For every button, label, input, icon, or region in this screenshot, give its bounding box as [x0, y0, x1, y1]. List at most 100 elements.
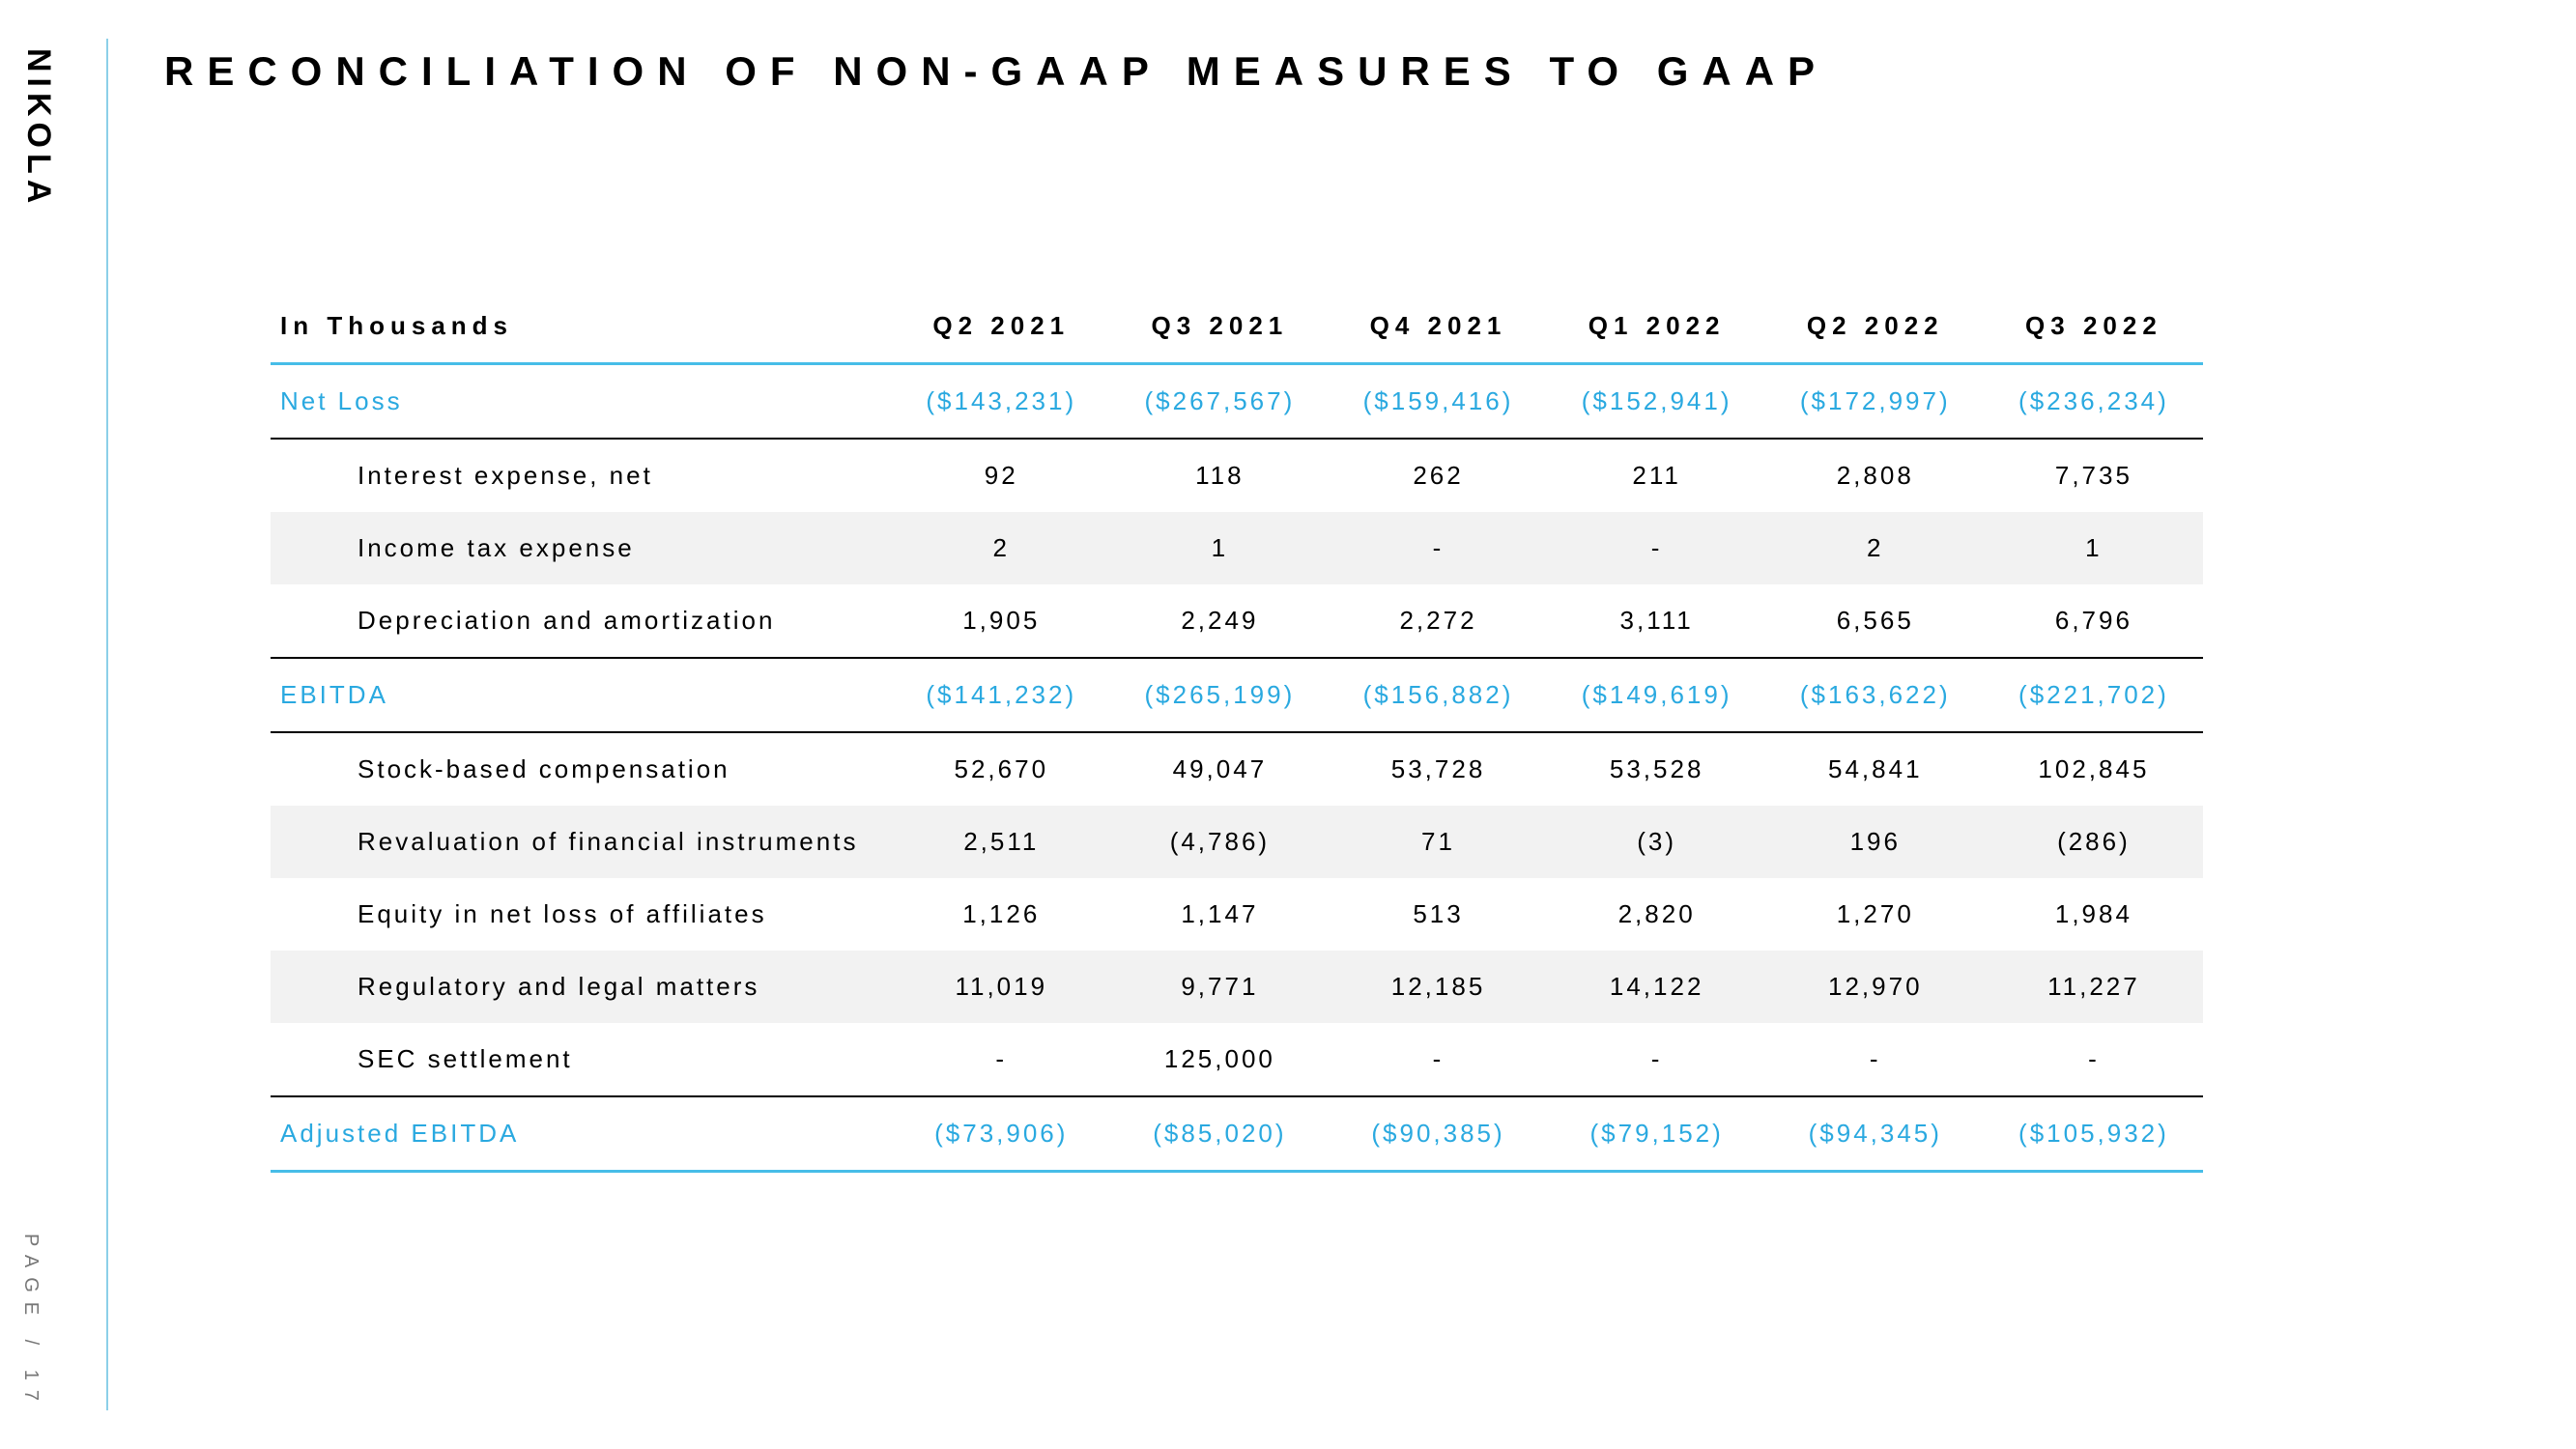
- cell: -: [1985, 1023, 2203, 1096]
- cell: 12,185: [1329, 951, 1547, 1023]
- cell: 7,735: [1985, 439, 2203, 512]
- page-number: PAGE / 17: [19, 1234, 42, 1410]
- row-label: Adjusted EBITDA: [271, 1096, 892, 1172]
- cell: 71: [1329, 806, 1547, 878]
- cell: 2: [892, 512, 1110, 584]
- cell: ($105,932): [1985, 1096, 2203, 1172]
- row-label: Revaluation of financial instruments: [271, 806, 892, 878]
- cell: 125,000: [1110, 1023, 1329, 1096]
- cell: 92: [892, 439, 1110, 512]
- cell: 11,019: [892, 951, 1110, 1023]
- cell: 1: [1985, 512, 2203, 584]
- cell: ($85,020): [1110, 1096, 1329, 1172]
- cell: -: [1766, 1023, 1985, 1096]
- cell: 9,771: [1110, 951, 1329, 1023]
- reconciliation-table: In Thousands Q2 2021 Q3 2021 Q4 2021 Q1 …: [271, 290, 2203, 1173]
- cell: 196: [1766, 806, 1985, 878]
- cell: 1: [1110, 512, 1329, 584]
- table-row: Interest expense, net921182622112,8087,7…: [271, 439, 2203, 512]
- row-label: Depreciation and amortization: [271, 584, 892, 658]
- vertical-rule: [106, 39, 108, 1410]
- table-row: Depreciation and amortization1,9052,2492…: [271, 584, 2203, 658]
- cell: (4,786): [1110, 806, 1329, 878]
- page-title: RECONCILIATION OF NON-GAAP MEASURES TO G…: [164, 48, 1828, 95]
- cell: 3,111: [1548, 584, 1766, 658]
- table-header-col: Q1 2022: [1548, 290, 1766, 364]
- cell: 14,122: [1548, 951, 1766, 1023]
- cell: ($79,152): [1548, 1096, 1766, 1172]
- table-row: Regulatory and legal matters11,0199,7711…: [271, 951, 2203, 1023]
- cell: 2,820: [1548, 878, 1766, 951]
- cell: 53,728: [1329, 732, 1547, 806]
- cell: -: [892, 1023, 1110, 1096]
- cell: 52,670: [892, 732, 1110, 806]
- cell: ($156,882): [1329, 658, 1547, 732]
- cell: (3): [1548, 806, 1766, 878]
- cell: 6,796: [1985, 584, 2203, 658]
- table-row: EBITDA($141,232)($265,199)($156,882)($14…: [271, 658, 2203, 732]
- table-header-col: Q2 2022: [1766, 290, 1985, 364]
- cell: 118: [1110, 439, 1329, 512]
- cell: ($143,231): [892, 364, 1110, 440]
- cell: ($172,997): [1766, 364, 1985, 440]
- cell: 2,808: [1766, 439, 1985, 512]
- row-label: Income tax expense: [271, 512, 892, 584]
- cell: ($267,567): [1110, 364, 1329, 440]
- cell: 2,249: [1110, 584, 1329, 658]
- row-label: EBITDA: [271, 658, 892, 732]
- cell: 6,565: [1766, 584, 1985, 658]
- table-row: Adjusted EBITDA($73,906)($85,020)($90,38…: [271, 1096, 2203, 1172]
- cell: 1,984: [1985, 878, 2203, 951]
- table-row: SEC settlement-125,000----: [271, 1023, 2203, 1096]
- cell: -: [1329, 1023, 1547, 1096]
- cell: 1,905: [892, 584, 1110, 658]
- cell: ($159,416): [1329, 364, 1547, 440]
- row-label: Stock-based compensation: [271, 732, 892, 806]
- row-label: Net Loss: [271, 364, 892, 440]
- table-header-col: Q2 2021: [892, 290, 1110, 364]
- table-header-col: Q3 2022: [1985, 290, 2203, 364]
- cell: -: [1329, 512, 1547, 584]
- row-label: SEC settlement: [271, 1023, 892, 1096]
- cell: 102,845: [1985, 732, 2203, 806]
- table-row: Equity in net loss of affiliates1,1261,1…: [271, 878, 2203, 951]
- row-label: Interest expense, net: [271, 439, 892, 512]
- cell: ($94,345): [1766, 1096, 1985, 1172]
- row-label: Regulatory and legal matters: [271, 951, 892, 1023]
- cell: 1,126: [892, 878, 1110, 951]
- cell: 211: [1548, 439, 1766, 512]
- cell: 513: [1329, 878, 1547, 951]
- table-header-row: In Thousands Q2 2021 Q3 2021 Q4 2021 Q1 …: [271, 290, 2203, 364]
- cell: ($221,702): [1985, 658, 2203, 732]
- cell: -: [1548, 512, 1766, 584]
- table-row: Income tax expense21--21: [271, 512, 2203, 584]
- cell: 2: [1766, 512, 1985, 584]
- cell: 2,511: [892, 806, 1110, 878]
- cell: ($141,232): [892, 658, 1110, 732]
- cell: 11,227: [1985, 951, 2203, 1023]
- cell: 262: [1329, 439, 1547, 512]
- table-header-col: Q4 2021: [1329, 290, 1547, 364]
- cell: 49,047: [1110, 732, 1329, 806]
- cell: 12,970: [1766, 951, 1985, 1023]
- brand-logo: NIKOLA: [19, 48, 57, 209]
- row-label: Equity in net loss of affiliates: [271, 878, 892, 951]
- cell: 53,528: [1548, 732, 1766, 806]
- cell: ($265,199): [1110, 658, 1329, 732]
- cell: ($90,385): [1329, 1096, 1547, 1172]
- table-header-col: Q3 2021: [1110, 290, 1329, 364]
- cell: ($152,941): [1548, 364, 1766, 440]
- cell: ($236,234): [1985, 364, 2203, 440]
- cell: 1,147: [1110, 878, 1329, 951]
- cell: 2,272: [1329, 584, 1547, 658]
- cell: ($163,622): [1766, 658, 1985, 732]
- table-row: Net Loss($143,231)($267,567)($159,416)($…: [271, 364, 2203, 440]
- cell: ($149,619): [1548, 658, 1766, 732]
- cell: ($73,906): [892, 1096, 1110, 1172]
- cell: -: [1548, 1023, 1766, 1096]
- cell: 1,270: [1766, 878, 1985, 951]
- table-row: Stock-based compensation52,67049,04753,7…: [271, 732, 2203, 806]
- cell: 54,841: [1766, 732, 1985, 806]
- table-header-label: In Thousands: [271, 290, 892, 364]
- cell: (286): [1985, 806, 2203, 878]
